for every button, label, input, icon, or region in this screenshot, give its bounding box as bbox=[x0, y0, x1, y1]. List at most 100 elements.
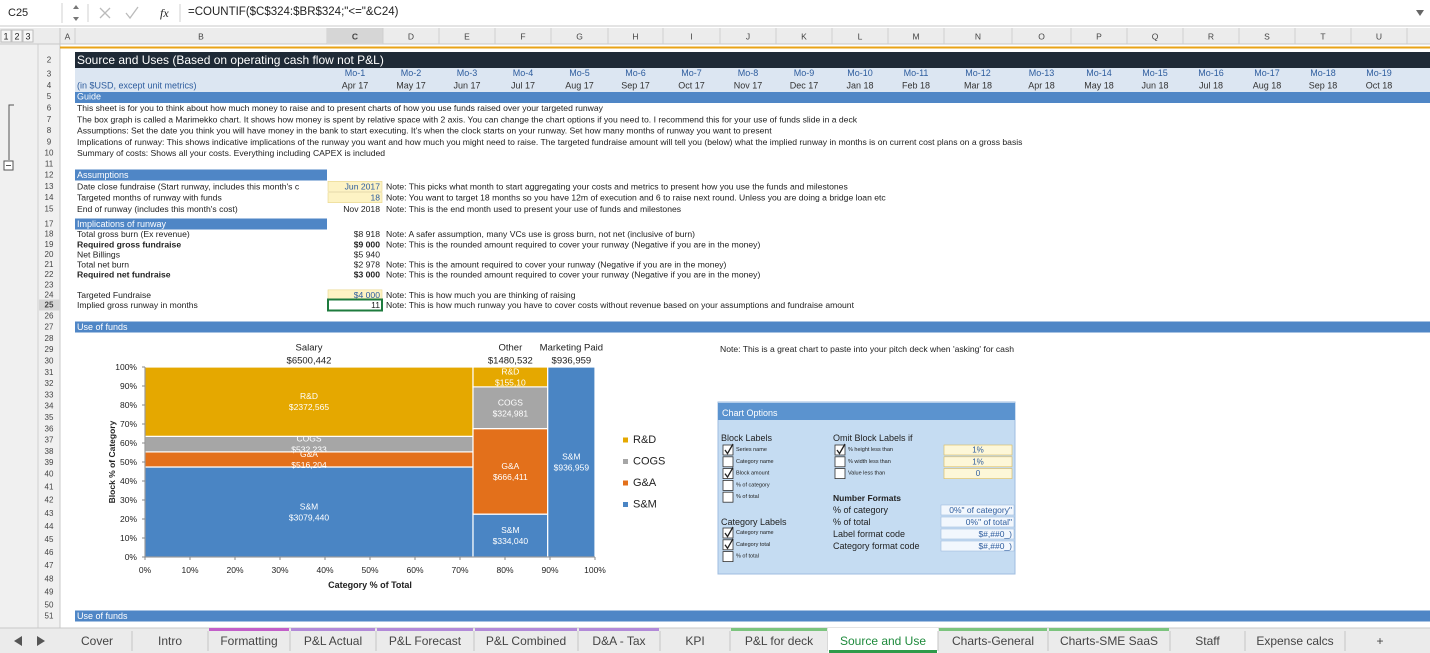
legend-label: COGS bbox=[633, 456, 665, 468]
cell-note: Note: This is how much runway you have t… bbox=[386, 300, 855, 310]
row-header: 43 bbox=[45, 509, 54, 518]
y-tick-label: 90% bbox=[120, 381, 137, 391]
column-header[interactable]: U bbox=[1376, 32, 1382, 42]
cell-value: $8 918 bbox=[354, 229, 381, 239]
row-header: 6 bbox=[47, 104, 52, 113]
mekko-block bbox=[472, 386, 549, 430]
sheet-tab[interactable]: Staff bbox=[1195, 634, 1220, 648]
row-header: 24 bbox=[45, 290, 54, 299]
block-series-label: S&M bbox=[562, 452, 580, 462]
row-header: 51 bbox=[45, 612, 54, 621]
checkbox[interactable] bbox=[722, 539, 734, 551]
checkbox[interactable] bbox=[834, 444, 846, 456]
x-tick-label: 20% bbox=[226, 565, 243, 575]
date-label: Aug 17 bbox=[565, 80, 594, 90]
sheet-title: Source and Uses (Based on operating cash… bbox=[77, 53, 384, 67]
section-heading: Use of funds bbox=[77, 611, 128, 621]
formula-text[interactable]: =COUNTIF($C$324:$BR$324;"<="&C24) bbox=[188, 6, 399, 18]
row-header: 10 bbox=[45, 149, 54, 158]
outline-level-button[interactable] bbox=[11, 29, 23, 43]
sheet-tab[interactable]: Expense calcs bbox=[1256, 634, 1333, 648]
row-header: 37 bbox=[45, 436, 54, 445]
column-header[interactable]: N bbox=[975, 32, 981, 42]
sheet-tab[interactable]: P&L Forecast bbox=[389, 634, 462, 648]
option-label: Category name bbox=[736, 530, 774, 536]
sheet-tab[interactable]: Formatting bbox=[220, 634, 277, 648]
column-header[interactable]: E bbox=[464, 32, 470, 42]
previous-sheet[interactable] bbox=[14, 636, 22, 646]
option-label: Label format code bbox=[833, 529, 905, 539]
cell-note: Note: This is how much you are thinking … bbox=[386, 290, 576, 300]
checkbox[interactable] bbox=[722, 468, 734, 480]
outline-level-button[interactable] bbox=[22, 29, 34, 43]
next-sheet[interactable] bbox=[37, 636, 45, 646]
sheet-tab[interactable]: P&L for deck bbox=[745, 634, 814, 648]
cell-reference[interactable]: C25 bbox=[8, 7, 28, 19]
column-header[interactable]: S bbox=[1264, 32, 1270, 42]
sheet-tab[interactable]: Charts-General bbox=[952, 634, 1034, 648]
checkbox[interactable] bbox=[834, 468, 846, 480]
checkbox[interactable] bbox=[834, 456, 846, 468]
option-value: 1% bbox=[972, 446, 984, 455]
row-header: 17 bbox=[45, 220, 54, 229]
option-value: 1% bbox=[972, 457, 984, 466]
checkbox[interactable] bbox=[722, 551, 734, 562]
checkbox[interactable] bbox=[722, 444, 734, 456]
x-tick-label: 40% bbox=[316, 565, 333, 575]
sheet-tab[interactable]: KPI bbox=[685, 634, 704, 648]
stepper-up[interactable] bbox=[73, 5, 79, 9]
column-header[interactable]: Q bbox=[1152, 32, 1159, 42]
date-label: Aug 18 bbox=[1253, 80, 1282, 90]
sheet-tab[interactable]: P&L Combined bbox=[486, 634, 566, 648]
option-value: $#,##0_) bbox=[978, 529, 1012, 539]
column-header[interactable]: H bbox=[632, 32, 638, 42]
option-label: % width less than bbox=[848, 459, 891, 465]
column-header[interactable]: C bbox=[352, 32, 358, 42]
column-header[interactable]: B bbox=[198, 32, 204, 42]
stepper-down[interactable] bbox=[73, 17, 79, 21]
column-header[interactable]: A bbox=[65, 32, 71, 42]
checkbox[interactable] bbox=[722, 479, 734, 491]
y-tick-label: 60% bbox=[120, 438, 137, 448]
sheet-tab[interactable]: + bbox=[1376, 634, 1383, 648]
sheet-tab[interactable]: Source and Use bbox=[840, 634, 926, 648]
enter-button[interactable] bbox=[125, 6, 139, 20]
checkbox[interactable] bbox=[722, 527, 734, 539]
column-header[interactable]: K bbox=[801, 32, 807, 42]
column-header[interactable]: F bbox=[520, 32, 525, 42]
row-header: 4 bbox=[47, 81, 52, 90]
sheet-tab[interactable]: D&A - Tax bbox=[592, 634, 645, 648]
month-label: Mo-9 bbox=[794, 68, 815, 78]
row-header: 12 bbox=[45, 171, 54, 180]
sheet-tab[interactable]: Intro bbox=[158, 634, 182, 648]
column-header[interactable]: M bbox=[912, 32, 919, 42]
y-tick-label: 10% bbox=[120, 533, 137, 543]
column-header[interactable]: D bbox=[408, 32, 414, 42]
cell-note: Note: A safer assumption, many VCs use i… bbox=[386, 229, 695, 239]
active-tab[interactable] bbox=[828, 628, 938, 653]
checkbox[interactable] bbox=[722, 456, 734, 468]
column-header[interactable]: L bbox=[858, 32, 863, 42]
checkbox[interactable] bbox=[722, 491, 734, 503]
month-label: Mo-4 bbox=[513, 68, 534, 78]
function-button[interactable]: fx bbox=[160, 6, 169, 20]
expand-formula[interactable] bbox=[1416, 10, 1424, 16]
cancel-button[interactable] bbox=[99, 7, 111, 19]
options-heading: Category Labels bbox=[721, 517, 787, 527]
outline-level-button[interactable] bbox=[0, 29, 12, 43]
column-header[interactable]: P bbox=[1096, 32, 1102, 42]
column-header[interactable]: O bbox=[1038, 32, 1045, 42]
sheet-tab[interactable]: P&L Actual bbox=[304, 634, 362, 648]
column-header[interactable]: I bbox=[690, 32, 692, 42]
date-label: May 17 bbox=[396, 80, 426, 90]
row-header: 49 bbox=[45, 587, 54, 596]
sheet-tab[interactable]: Charts-SME SaaS bbox=[1060, 634, 1158, 648]
column-header[interactable]: T bbox=[1320, 32, 1325, 42]
date-label: Dec 17 bbox=[790, 80, 819, 90]
column-header[interactable]: J bbox=[746, 32, 750, 42]
option-value: $#,##0_) bbox=[978, 541, 1012, 551]
sheet-tab[interactable]: Cover bbox=[81, 634, 113, 648]
column-header[interactable]: R bbox=[1208, 32, 1214, 42]
column-header[interactable]: G bbox=[576, 32, 583, 42]
